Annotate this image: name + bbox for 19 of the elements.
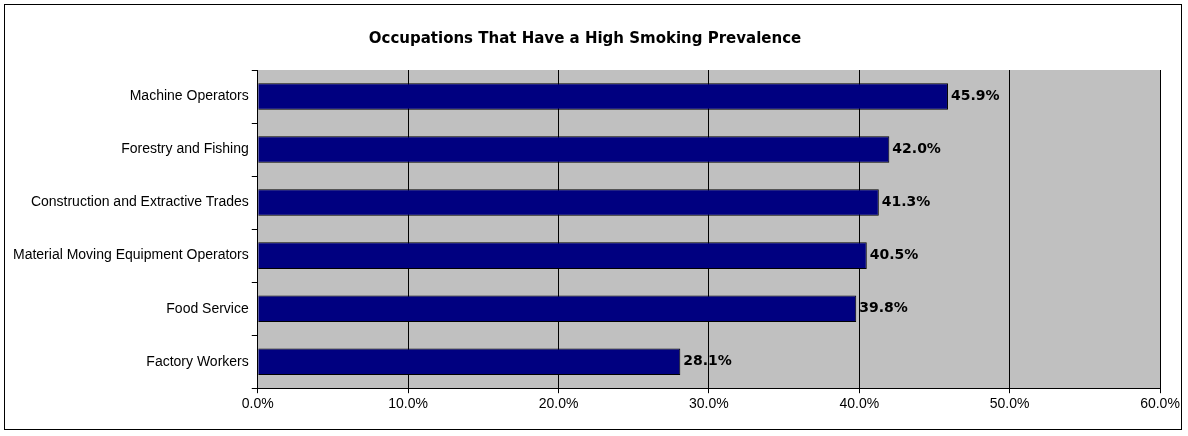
data-label: 41.3%: [881, 193, 931, 210]
x-tick-label: 20.0%: [538, 395, 579, 412]
y-tick-label: Machine Operators: [129, 87, 249, 104]
data-label: 45.9%: [950, 87, 1000, 104]
y-tick-label: Factory Workers: [146, 352, 249, 369]
data-label: 42.0%: [892, 140, 941, 157]
x-tick-label: 10.0%: [388, 395, 428, 412]
y-tick-label: Forestry and Fishing: [121, 140, 249, 157]
y-tick-label: Food Service: [166, 299, 249, 316]
x-tick-label: 0.0%: [241, 395, 274, 412]
x-tick-label: 30.0%: [689, 395, 729, 412]
data-label: 39.8%: [859, 299, 908, 316]
x-tick-label: 40.0%: [839, 395, 880, 412]
x-tick-label: 60.0%: [1140, 395, 1180, 412]
chart-title: Occupations That Have a High Smoking Prevalence: [368, 28, 802, 47]
data-label: 40.5%: [869, 246, 919, 263]
y-tick-label: Material Moving Equipment Operators: [12, 246, 249, 263]
y-tick-label: Construction and Extractive Trades: [30, 193, 249, 210]
x-tick-label: 50.0%: [989, 395, 1030, 412]
